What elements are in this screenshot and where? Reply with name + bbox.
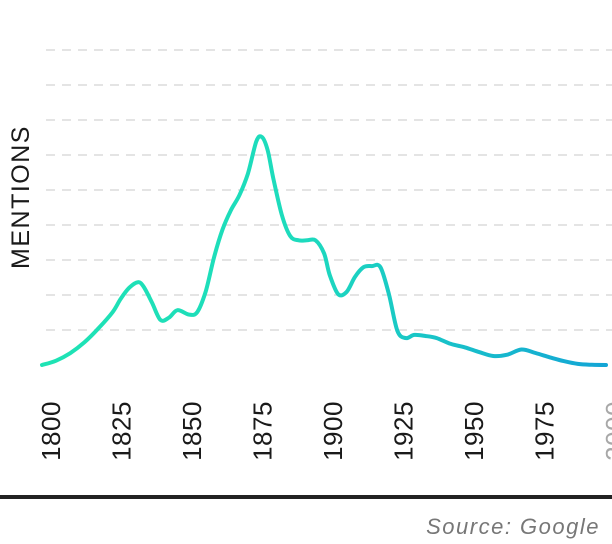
series-line-mentions xyxy=(40,134,608,367)
x-tick-label: 1825 xyxy=(107,401,137,461)
bottom-divider xyxy=(0,495,612,499)
x-tick-label: 1850 xyxy=(177,401,207,461)
series-layer xyxy=(40,134,608,367)
x-tick-label: 1950 xyxy=(459,401,489,461)
source-credit: Source: Google xyxy=(426,514,600,539)
x-tick-label: 1875 xyxy=(248,401,278,461)
x-tick-label: 1925 xyxy=(389,401,419,461)
x-tick-label: 2000 xyxy=(600,401,612,461)
x-tick-label: 1900 xyxy=(318,401,348,461)
x-tick-label: 1800 xyxy=(36,401,66,461)
y-axis-label: MENTIONS xyxy=(7,125,35,269)
x-tick-label: 1975 xyxy=(530,401,560,461)
x-tick-labels: 1800 1825 1850 1875 1900 1925 1950 1975 2000 xyxy=(36,401,612,461)
grid-lines xyxy=(46,49,612,331)
